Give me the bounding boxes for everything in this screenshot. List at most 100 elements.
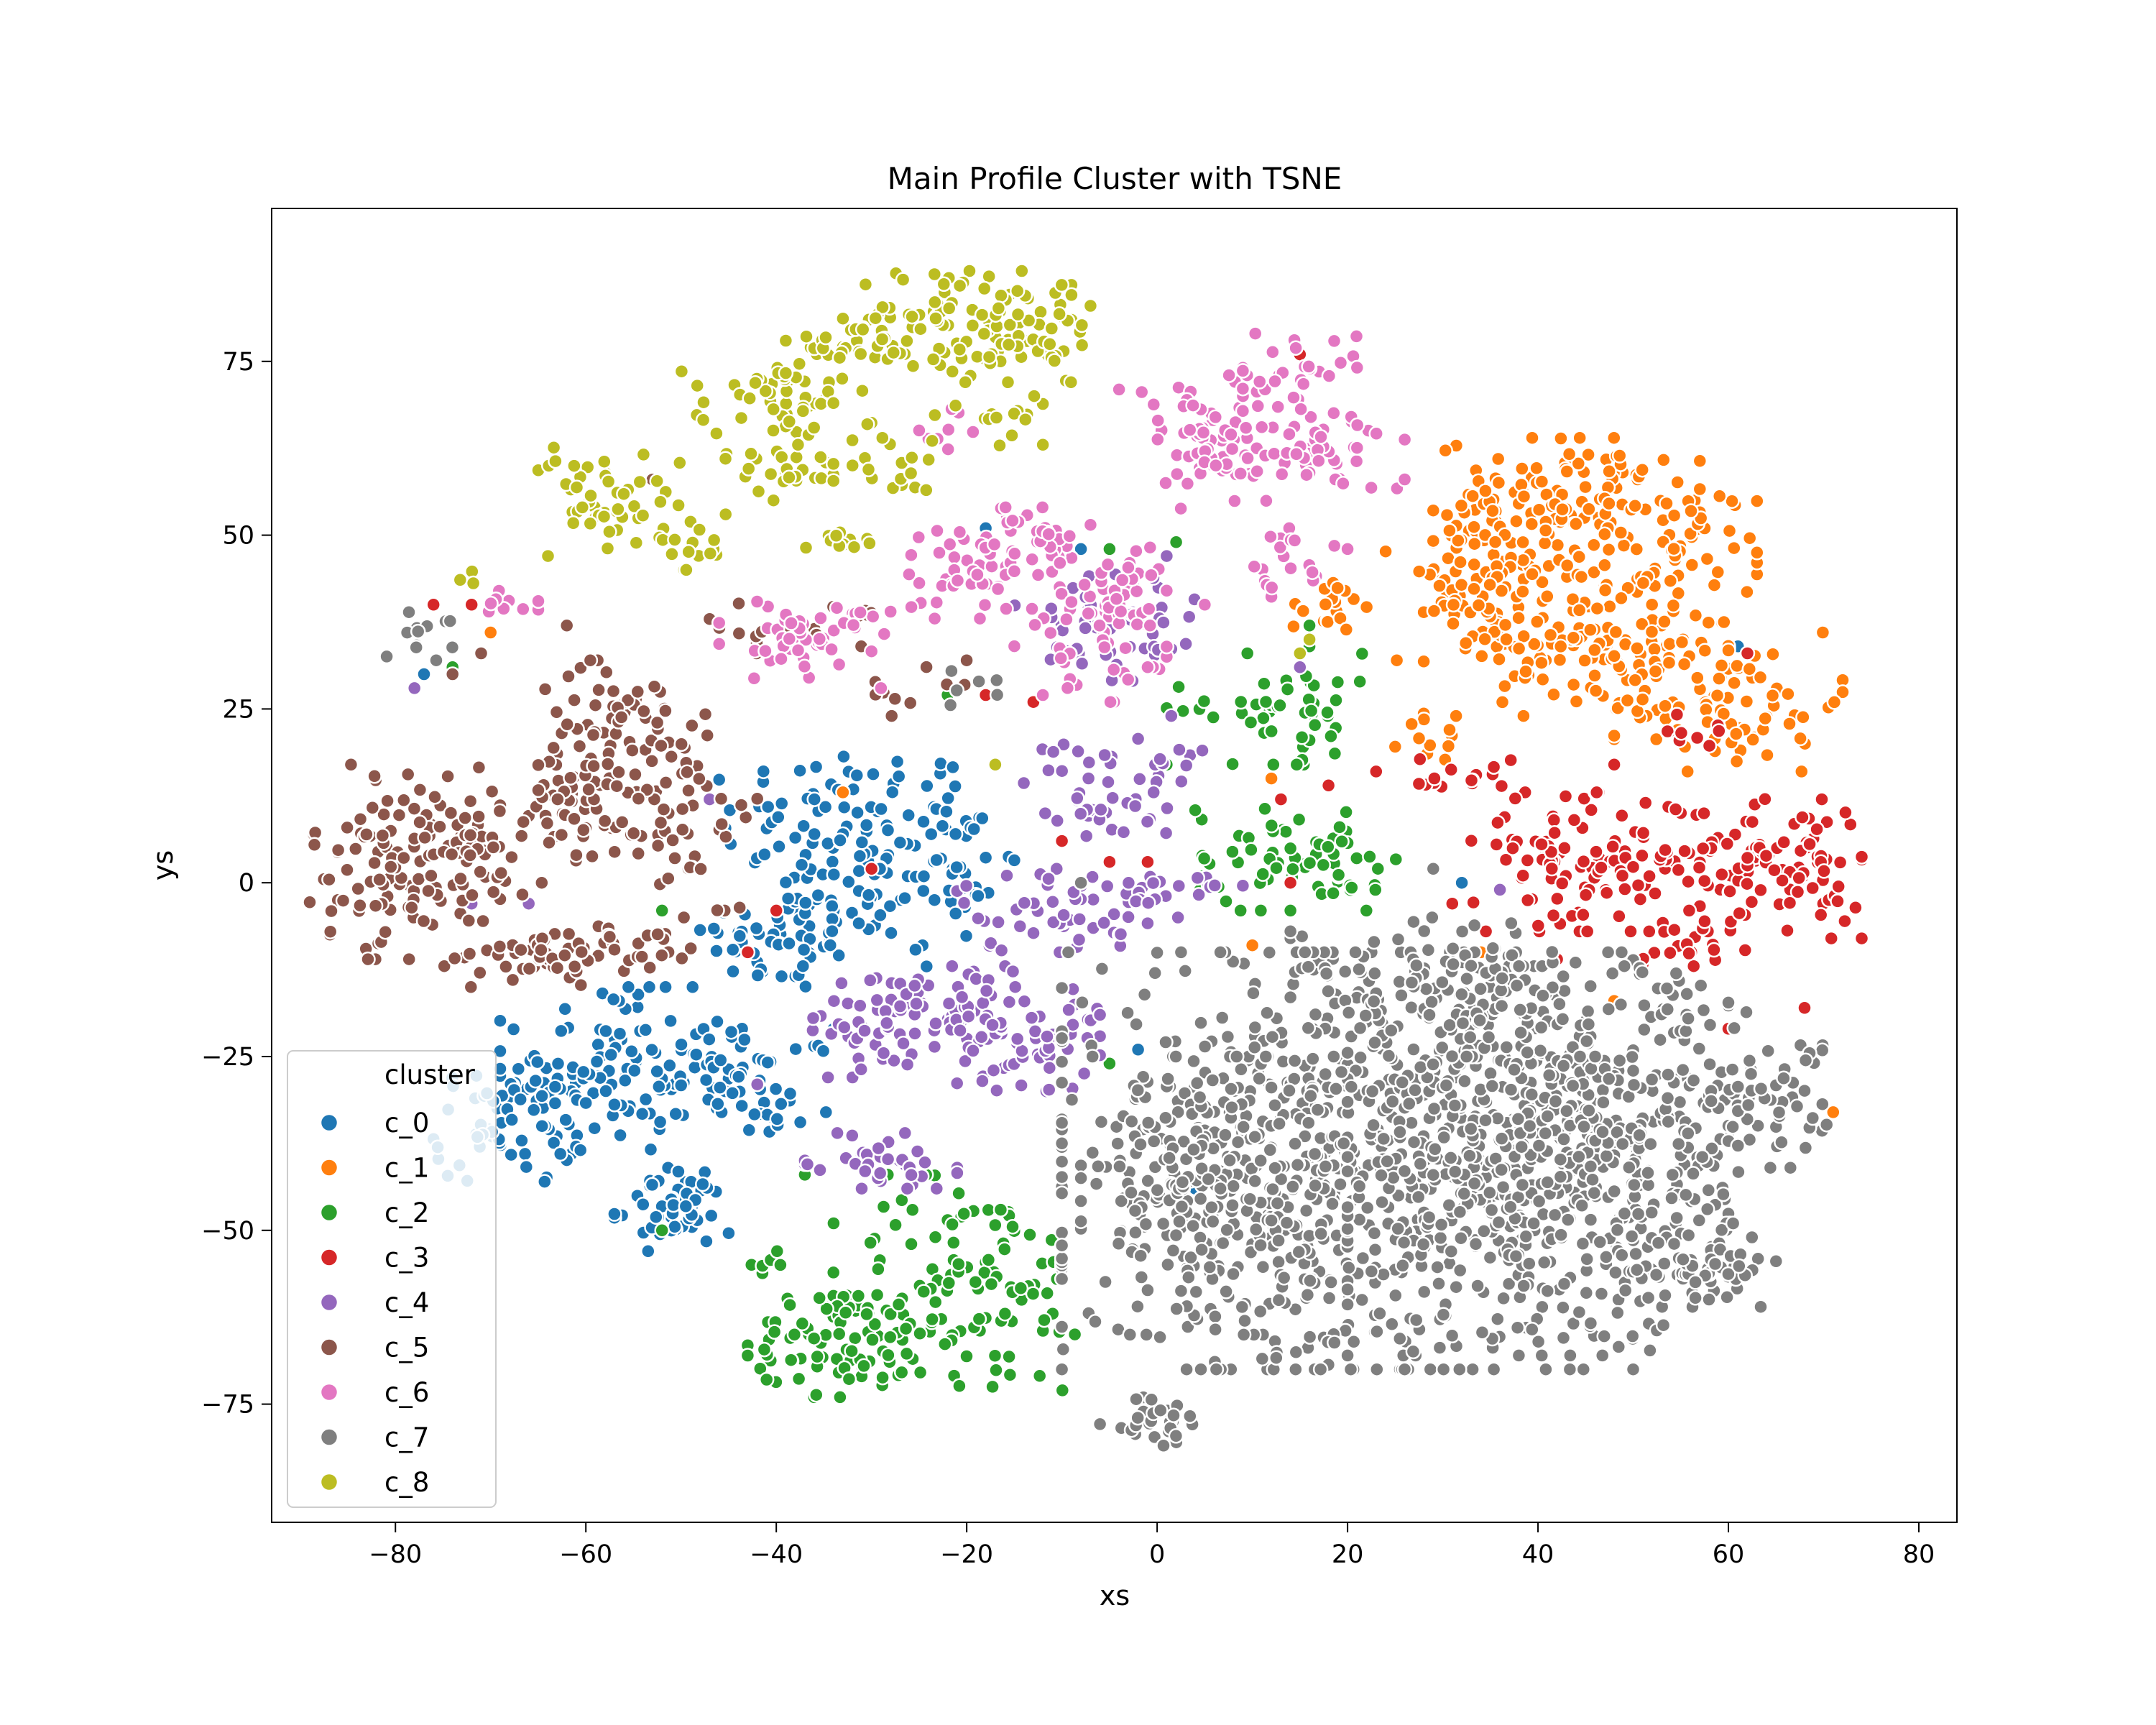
- scatter-point-c_7: [1598, 1249, 1614, 1265]
- scatter-point-c_7: [1158, 1034, 1174, 1050]
- scatter-point-c_5: [323, 903, 339, 919]
- scatter-point-c_7: [1215, 1235, 1231, 1251]
- scatter-point-c_7: [1158, 1110, 1174, 1126]
- scatter-point-c_4: [1041, 870, 1056, 887]
- scatter-point-c_6: [1114, 572, 1130, 588]
- scatter-point-c_4: [899, 1057, 916, 1072]
- scatter-point-c_8: [788, 449, 804, 465]
- scatter-point-c_0: [572, 1142, 589, 1158]
- scatter-point-c_5: [681, 783, 696, 799]
- scatter-point-c_8: [860, 416, 875, 432]
- scatter-point-c_8: [974, 307, 990, 323]
- scatter-point-c_6: [1143, 567, 1159, 583]
- scatter-point-c_7: [1425, 1057, 1441, 1072]
- scatter-point-c_7: [1608, 1264, 1623, 1281]
- scatter-point-c_5: [420, 883, 436, 899]
- scatter-point-c_5: [475, 913, 491, 929]
- scatter-point-c_7: [1630, 1206, 1646, 1222]
- scatter-point-c_1: [1482, 576, 1498, 593]
- scatter-point-c_2: [1362, 849, 1378, 865]
- scatter-point-c_8: [452, 572, 469, 588]
- scatter-point-c_8: [691, 522, 708, 538]
- scatter-point-c_1: [1613, 590, 1629, 607]
- scatter-point-c_7: [1583, 1315, 1599, 1331]
- scatter-point-c_7: [1625, 1062, 1641, 1079]
- scatter-point-c_8: [743, 446, 759, 462]
- scatter-point-c_7: [1297, 944, 1313, 960]
- x-tick-label: −60: [559, 1540, 612, 1569]
- scatter-point-c_2: [875, 1369, 890, 1386]
- scatter-point-c_4: [1170, 909, 1186, 926]
- scatter-point-c_2: [1303, 703, 1319, 719]
- scatter-point-c_8: [857, 276, 874, 293]
- scatter-point-c_4: [1171, 878, 1187, 894]
- scatter-point-c_5: [462, 847, 478, 863]
- scatter-point-c_5: [364, 800, 381, 816]
- scatter-point-c_7: [1343, 1079, 1360, 1095]
- scatter-point-c_4: [993, 942, 1010, 959]
- scatter-point-c_7: [1424, 994, 1439, 1010]
- scatter-point-c_7: [1054, 1154, 1070, 1169]
- scatter-point-c_1: [1720, 643, 1736, 658]
- scatter-point-c_6: [1129, 616, 1146, 632]
- scatter-point-c_6: [1053, 650, 1069, 666]
- scatter-point-c_6: [1224, 441, 1240, 457]
- scatter-point-c_2: [946, 1235, 962, 1251]
- scatter-point-c_0: [939, 804, 954, 819]
- scatter-point-c_5: [505, 972, 521, 988]
- scatter-point-c_2: [811, 1290, 827, 1306]
- scatter-point-c_5: [432, 819, 448, 834]
- scatter-point-c_2: [988, 1362, 1004, 1379]
- scatter-point-c_5: [553, 827, 570, 843]
- scatter-point-c_2: [826, 1215, 842, 1231]
- scatter-point-c_4: [1140, 915, 1156, 932]
- scatter-point-c_4: [1072, 806, 1089, 822]
- scatter-point-c_8: [672, 455, 688, 471]
- scatter-point-c_2: [903, 1236, 919, 1252]
- scatter-point-c_7: [1384, 1316, 1400, 1333]
- scatter-point-c_4: [1181, 609, 1197, 625]
- scatter-point-c_0: [668, 1106, 683, 1122]
- scatter-point-c_0: [607, 1097, 622, 1113]
- scatter-point-c_0: [919, 778, 935, 794]
- scatter-point-c_6: [1064, 594, 1079, 610]
- scatter-point-c_4: [1158, 825, 1174, 841]
- scatter-point-c_7: [1556, 1131, 1572, 1147]
- scatter-point-c_1: [1600, 541, 1617, 558]
- scatter-point-c_1: [1439, 507, 1455, 523]
- scatter-point-c_0: [841, 874, 857, 890]
- scatter-point-c_3: [1681, 945, 1697, 962]
- scatter-point-c_2: [867, 1316, 883, 1333]
- scatter-point-c_7: [1345, 1334, 1362, 1350]
- scatter-point-c_8: [548, 453, 563, 469]
- scatter-point-c_6: [1258, 493, 1274, 509]
- scatter-point-c_3: [1412, 751, 1428, 768]
- scatter-point-c_6: [1173, 500, 1189, 517]
- scatter-point-c_7: [1374, 1194, 1390, 1210]
- scatter-point-c_7: [1454, 986, 1470, 1003]
- scatter-point-c_3: [1814, 791, 1830, 807]
- scatter-point-c_7: [1288, 1344, 1304, 1361]
- scatter-point-c_7: [1452, 1204, 1468, 1220]
- scatter-point-c_7: [1422, 1361, 1439, 1377]
- series-c_1: [482, 430, 1851, 1121]
- scatter-point-c_7: [949, 682, 965, 699]
- scatter-point-c_2: [1255, 866, 1271, 882]
- scatter-point-c_5: [731, 625, 747, 642]
- scatter-point-c_7: [1364, 1083, 1381, 1100]
- scatter-point-c_6: [1396, 472, 1413, 487]
- scatter-point-c_1: [1711, 671, 1727, 686]
- scatter-point-c_3: [1549, 891, 1565, 907]
- scatter-point-c_7: [1427, 1141, 1443, 1157]
- scatter-point-c_6: [1349, 440, 1365, 456]
- scatter-point-c_6: [749, 594, 765, 610]
- scatter-point-c_7: [1130, 1082, 1146, 1098]
- scatter-point-c_6: [1267, 373, 1283, 390]
- scatter-point-c_7: [1580, 1003, 1596, 1019]
- scatter-point-c_7: [1771, 1104, 1787, 1121]
- scatter-point-c_7: [1155, 1215, 1171, 1232]
- scatter-point-c_7: [1503, 1199, 1519, 1215]
- scatter-point-c_8: [813, 449, 829, 465]
- scatter-point-c_1: [1317, 597, 1334, 612]
- scatter-point-c_1: [1711, 488, 1728, 505]
